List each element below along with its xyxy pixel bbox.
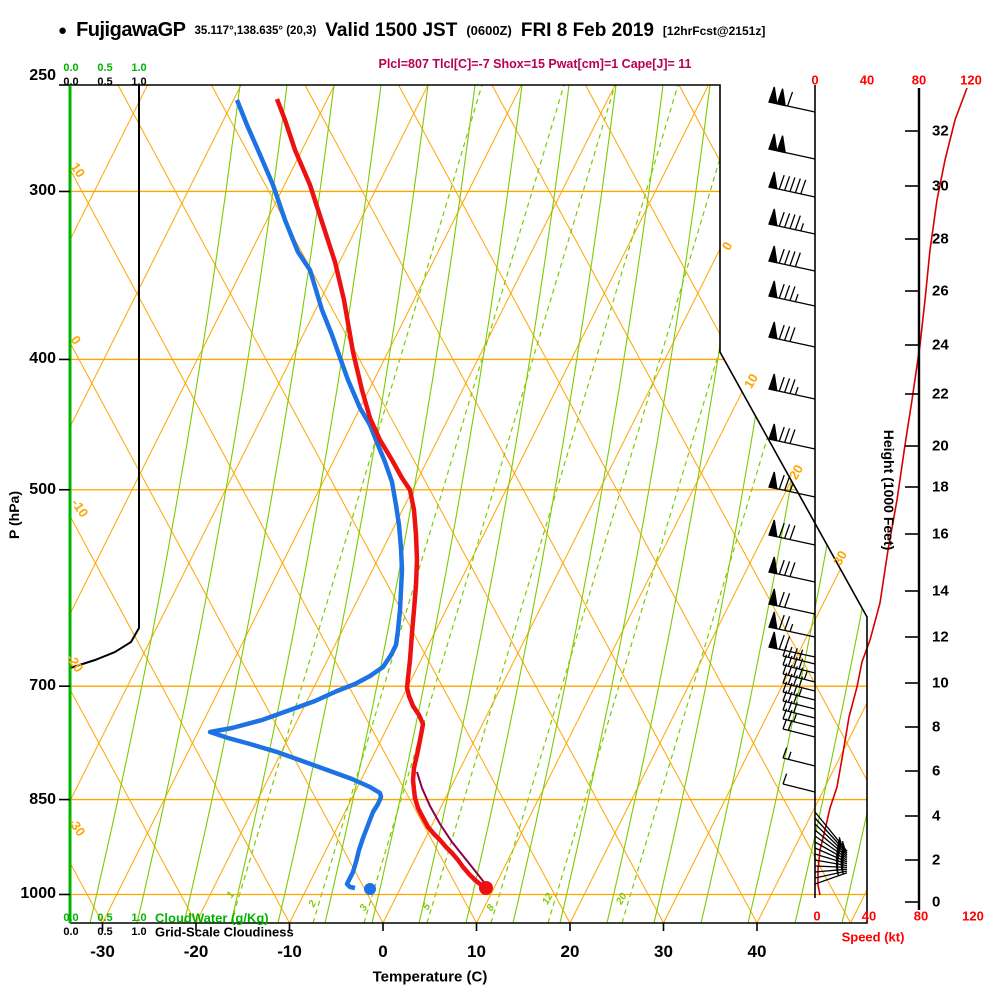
- parcel-path: [416, 771, 488, 887]
- pressure-tick-label: 700: [29, 677, 56, 695]
- valid-time: Valid 1500 JST: [325, 19, 458, 41]
- height-tick-label: 24: [932, 336, 949, 354]
- pressure-tick-label: 1000: [20, 885, 56, 903]
- speed-tick-label-bottom: 40: [861, 908, 877, 924]
- cloudwater-scale-tick-top: 1.0: [131, 62, 147, 74]
- height-tick-label: 2: [932, 851, 941, 869]
- temperature-tick-label: 10: [467, 942, 486, 961]
- temperature-tick-label: 0: [378, 942, 388, 961]
- cloudwater-scale-tick-bottom: 0.5: [97, 912, 113, 924]
- cloudiness-profile: [69, 85, 140, 669]
- cloudiness-scale-tick-bottom: 1.0: [131, 926, 147, 938]
- temperature-tick-label: 30: [654, 942, 673, 961]
- speed-tick-label-top: 40: [859, 72, 875, 88]
- temperature-tick-label: 20: [560, 942, 580, 961]
- surface-dewpoint-dot: [364, 883, 376, 895]
- pressure-tick-label: 300: [29, 182, 56, 200]
- speed-tick-label-bottom: 120: [962, 908, 984, 924]
- temperature-curve: [274, 98, 487, 890]
- height-tick-label: 4: [932, 807, 941, 825]
- cloudwater-scale-label: CloudWater (g/Kg): [155, 910, 269, 926]
- speed-tick-label-bottom: 0: [813, 908, 821, 924]
- temperature-axis-label: Temperature (C): [372, 968, 488, 986]
- isotherm-lines: [70, 85, 867, 923]
- height-tick-label: 8: [932, 718, 941, 736]
- cloudiness-scale-tick-bottom: 0.5: [97, 926, 113, 938]
- height-tick-label: 22: [932, 385, 949, 403]
- cloudiness-scale-tick-top: 1.0: [131, 76, 147, 88]
- speed-tick-label-bottom: 80: [913, 908, 929, 924]
- valid-time-z: (0600Z): [466, 23, 512, 38]
- height-tick-label: 26: [932, 282, 949, 300]
- height-tick-label: 18: [932, 478, 949, 496]
- height-tick-label: 28: [932, 230, 949, 248]
- height-tick-label: 6: [932, 762, 941, 780]
- moist-adiabat-lines: [89, 85, 867, 923]
- background-gridlines: [70, 85, 867, 923]
- valid-date: FRI 8 Feb 2019: [520, 19, 654, 41]
- cloudiness-scale-tick-bottom: 0.0: [63, 926, 79, 938]
- height-tick-label: 20: [932, 437, 949, 455]
- plot-frame: [68, 84, 921, 924]
- height-tick-label: 30: [932, 177, 949, 195]
- pressure-tick-label: 850: [29, 790, 56, 808]
- height-tick-label: 10: [932, 674, 949, 692]
- speed-tick-label-top: 0: [811, 72, 819, 88]
- cloudwater-scale-tick-top: 0.5: [97, 62, 113, 74]
- axis-ticks: [59, 84, 919, 931]
- height-tick-label: 12: [932, 628, 949, 646]
- temperature-tick-label: -30: [90, 942, 115, 961]
- wind-barbs: [768, 86, 848, 885]
- pressure-tick-label: 400: [29, 350, 56, 368]
- height-tick-label: 14: [932, 582, 949, 600]
- cloudwater-scale-tick-bottom: 1.0: [131, 912, 147, 924]
- station-coords: 35.117°,138.635° (20,3): [194, 24, 317, 37]
- dewpoint-curve: [207, 99, 405, 891]
- speed-tick-label-top: 120: [960, 72, 982, 88]
- cloudwater-scale-tick-top: 0.0: [63, 62, 79, 74]
- temperature-tick-label: 40: [747, 942, 767, 961]
- height-axis-label: Height (1000 Feet): [881, 429, 897, 551]
- height-tick-label: 0: [932, 893, 941, 911]
- pressure-tick-label: 500: [29, 480, 56, 498]
- speed-axis-label: Speed (kt): [841, 929, 905, 945]
- forecast-tag: [12hrFcst@2151z]: [662, 23, 766, 38]
- height-tick-label: 32: [932, 122, 949, 140]
- dry-adiabat-lines: [70, 85, 867, 923]
- temperature-tick-label: -10: [277, 942, 302, 961]
- cloudwater-scale-tick-bottom: 0.0: [63, 912, 79, 924]
- cloudiness-scale-tick-top: 0.0: [63, 76, 79, 88]
- height-tick-label: 16: [932, 525, 949, 543]
- speed-tick-label-top: 80: [911, 72, 927, 88]
- temperature-tick-label: -20: [183, 942, 209, 961]
- pressure-tick-label: 250: [29, 67, 56, 84]
- chart-title: ● FujigawaGP 35.117°,138.635° (20,3) Val…: [58, 19, 765, 42]
- pressure-gridlines: [70, 190, 867, 896]
- parcel-params-line: Plcl=807 Tlcl[C]=-7 Shox=15 Pwat[cm]=1 C…: [378, 57, 692, 71]
- mixing-ratio-lines: [230, 85, 867, 923]
- station-bullet-icon: ●: [58, 22, 68, 39]
- surface-temperature-dot: [479, 881, 493, 895]
- cloudiness-scale-label: Grid-Scale Cloudiness: [155, 924, 294, 940]
- pressure-axis-label: P (hPa): [6, 491, 22, 539]
- cloudiness-scale-tick-top: 0.5: [97, 76, 113, 88]
- station-name: FujigawaGP: [76, 19, 186, 41]
